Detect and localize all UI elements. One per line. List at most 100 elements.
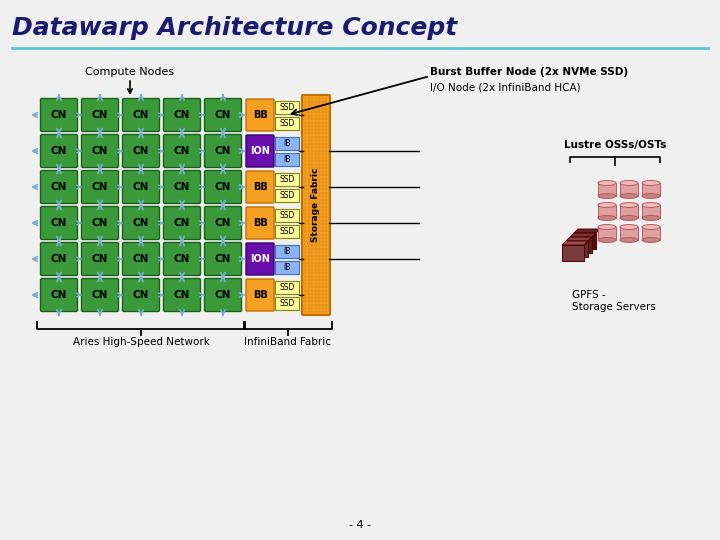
Text: SSD: SSD (279, 283, 294, 292)
Ellipse shape (620, 193, 638, 199)
Text: CN: CN (51, 218, 67, 228)
Text: CN: CN (174, 218, 190, 228)
Text: CN: CN (92, 254, 108, 264)
FancyBboxPatch shape (302, 95, 330, 315)
Ellipse shape (620, 215, 638, 220)
Bar (620, 205, 638, 218)
Bar (598, 183, 616, 196)
Text: IB: IB (283, 247, 291, 256)
FancyBboxPatch shape (163, 134, 200, 167)
FancyBboxPatch shape (246, 243, 274, 275)
Text: ION: ION (250, 254, 270, 264)
FancyBboxPatch shape (40, 279, 78, 312)
Text: Compute Nodes: Compute Nodes (86, 67, 174, 77)
Bar (275, 117, 299, 130)
Text: Burst Buffer Node (2x NVMe SSD): Burst Buffer Node (2x NVMe SSD) (430, 67, 628, 77)
Text: SSD: SSD (279, 191, 294, 200)
Text: CN: CN (215, 290, 231, 300)
Polygon shape (562, 241, 588, 245)
FancyBboxPatch shape (204, 206, 241, 240)
FancyBboxPatch shape (246, 99, 274, 131)
Bar (275, 101, 299, 114)
Bar (275, 173, 299, 186)
FancyBboxPatch shape (81, 242, 119, 275)
Text: CN: CN (132, 218, 149, 228)
FancyBboxPatch shape (81, 206, 119, 240)
Ellipse shape (642, 202, 660, 207)
FancyBboxPatch shape (40, 171, 78, 204)
Text: ION: ION (250, 146, 270, 156)
Bar (620, 227, 638, 240)
Ellipse shape (642, 215, 660, 220)
FancyBboxPatch shape (40, 134, 78, 167)
Text: SSD: SSD (279, 119, 294, 128)
Ellipse shape (598, 193, 616, 199)
FancyBboxPatch shape (163, 242, 200, 275)
Ellipse shape (598, 180, 616, 186)
Text: CN: CN (215, 110, 231, 120)
Ellipse shape (620, 238, 638, 242)
Text: CN: CN (51, 290, 67, 300)
Bar (275, 209, 299, 222)
Polygon shape (574, 229, 600, 233)
Ellipse shape (598, 215, 616, 220)
Text: GPFS -
Storage Servers: GPFS - Storage Servers (572, 290, 656, 312)
FancyBboxPatch shape (204, 134, 241, 167)
FancyBboxPatch shape (163, 279, 200, 312)
Polygon shape (570, 233, 596, 237)
FancyBboxPatch shape (40, 98, 78, 132)
FancyBboxPatch shape (122, 134, 160, 167)
Polygon shape (566, 237, 592, 241)
Text: SSD: SSD (279, 103, 294, 112)
Text: SSD: SSD (279, 211, 294, 220)
FancyBboxPatch shape (122, 98, 160, 132)
Text: CN: CN (92, 110, 108, 120)
FancyBboxPatch shape (204, 279, 241, 312)
Text: CN: CN (92, 182, 108, 192)
FancyBboxPatch shape (81, 98, 119, 132)
FancyBboxPatch shape (246, 171, 274, 203)
FancyBboxPatch shape (246, 279, 274, 311)
Bar (275, 137, 299, 150)
Text: BB: BB (253, 110, 267, 120)
Ellipse shape (620, 202, 638, 207)
Bar (275, 281, 299, 294)
Bar (275, 297, 299, 310)
Ellipse shape (642, 193, 660, 199)
Text: CN: CN (174, 182, 190, 192)
FancyBboxPatch shape (246, 135, 274, 167)
Text: CN: CN (215, 182, 231, 192)
FancyBboxPatch shape (246, 207, 274, 239)
FancyBboxPatch shape (122, 279, 160, 312)
Text: CN: CN (132, 146, 149, 156)
Bar (570, 237, 592, 253)
Ellipse shape (620, 225, 638, 230)
Text: IB: IB (283, 263, 291, 272)
Text: CN: CN (132, 182, 149, 192)
Bar (642, 183, 660, 196)
Bar (275, 245, 299, 258)
Text: BB: BB (253, 290, 267, 300)
Text: CN: CN (51, 146, 67, 156)
Bar (642, 205, 660, 218)
Text: SSD: SSD (279, 175, 294, 184)
Ellipse shape (598, 225, 616, 230)
Bar (566, 241, 588, 257)
FancyBboxPatch shape (122, 242, 160, 275)
Text: CN: CN (215, 146, 231, 156)
Text: CN: CN (51, 182, 67, 192)
Text: CN: CN (92, 290, 108, 300)
Text: CN: CN (174, 254, 190, 264)
FancyBboxPatch shape (40, 206, 78, 240)
Text: CN: CN (174, 146, 190, 156)
FancyBboxPatch shape (81, 279, 119, 312)
Bar (562, 245, 584, 261)
Text: CN: CN (174, 110, 190, 120)
Text: CN: CN (132, 254, 149, 264)
Text: CN: CN (92, 146, 108, 156)
Text: BB: BB (253, 218, 267, 228)
Text: CN: CN (51, 110, 67, 120)
FancyBboxPatch shape (204, 98, 241, 132)
FancyBboxPatch shape (40, 242, 78, 275)
FancyBboxPatch shape (204, 242, 241, 275)
